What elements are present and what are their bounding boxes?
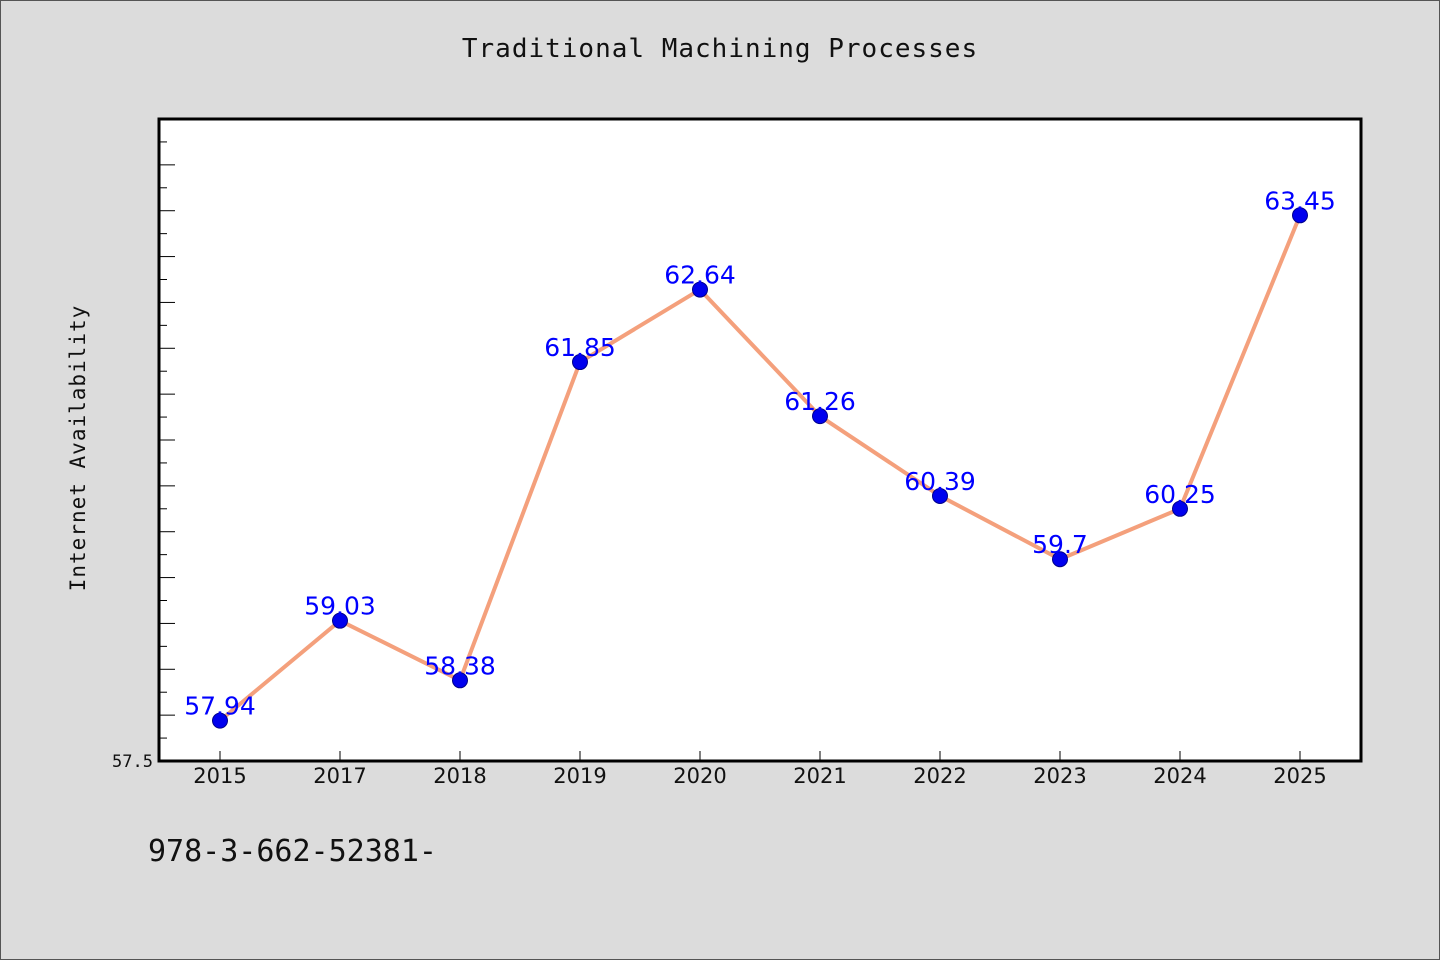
data-label: 59.7 bbox=[1032, 530, 1088, 559]
x-axis-ticks: 2015 2017 2018 2019 2020 2021 2022 2023 2024 2025 bbox=[193, 751, 1327, 788]
data-label: 59.03 bbox=[304, 592, 376, 621]
x-tick-label: 2018 bbox=[433, 764, 486, 788]
x-tick-label: 2024 bbox=[1153, 764, 1206, 788]
x-tick-label: 2021 bbox=[793, 764, 846, 788]
data-point bbox=[572, 354, 588, 371]
x-tick-label: 2025 bbox=[1273, 764, 1326, 788]
x-tick-label: 2022 bbox=[913, 764, 966, 788]
data-point bbox=[812, 408, 828, 425]
x-tick-label: 2017 bbox=[313, 764, 366, 788]
data-point bbox=[1172, 500, 1188, 517]
data-label: 58.38 bbox=[424, 651, 496, 680]
data-point bbox=[1052, 551, 1068, 568]
data-point bbox=[932, 487, 948, 504]
data-point bbox=[452, 672, 468, 689]
y-axis-ticks: 57.5 bbox=[112, 141, 175, 772]
data-point bbox=[692, 281, 708, 298]
data-label: 62.64 bbox=[664, 261, 736, 290]
x-tick-label: 2019 bbox=[553, 764, 606, 788]
data-point bbox=[1292, 207, 1308, 224]
plot-area bbox=[157, 117, 1363, 763]
data-label: 60.25 bbox=[1144, 480, 1216, 509]
series-line bbox=[218, 214, 1302, 723]
x-tick-label: 2020 bbox=[673, 764, 726, 788]
data-point bbox=[212, 712, 228, 729]
x-tick-label: 2023 bbox=[1033, 764, 1086, 788]
y-tick-label: 57.5 bbox=[112, 752, 153, 772]
chart-title: Traditional Machining Processes bbox=[461, 34, 979, 64]
footer-code: 978-3-662-52381- bbox=[148, 834, 437, 869]
data-label: 63.45 bbox=[1264, 186, 1336, 215]
series-group: 57.94 59.03 58.38 61.85 62.64 61.26 60.39 59.7 6… bbox=[184, 186, 1336, 729]
x-tick-label: 2015 bbox=[193, 764, 246, 788]
data-label: 57.94 bbox=[184, 692, 256, 721]
data-label: 61.26 bbox=[784, 387, 856, 416]
data-label: 60.39 bbox=[904, 467, 976, 496]
data-label: 61.85 bbox=[544, 333, 616, 362]
data-point bbox=[332, 612, 348, 629]
